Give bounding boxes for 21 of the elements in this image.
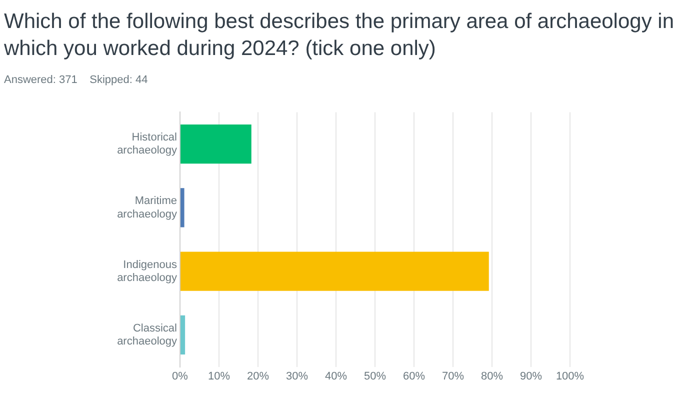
y-tick-label: Historical archaeology bbox=[117, 131, 178, 157]
x-tick-label: 100% bbox=[556, 370, 584, 382]
x-tick-label: 40% bbox=[324, 370, 348, 382]
bar bbox=[180, 315, 186, 355]
bar bbox=[180, 252, 489, 291]
x-tick-label: 20% bbox=[246, 370, 270, 382]
x-tick-label: 10% bbox=[208, 370, 230, 382]
x-tick-label: 50% bbox=[364, 370, 386, 382]
x-tick-label: 90% bbox=[520, 370, 542, 382]
y-tick-label: Maritime archaeology bbox=[117, 195, 178, 220]
bar bbox=[180, 188, 184, 228]
x-tick-label: 80% bbox=[480, 370, 504, 382]
chart-title: Which of the following best describes the primary area of archaeology in which you worked during 2024? (tick one only) bbox=[3, 9, 676, 62]
x-tick-label: 0% bbox=[172, 370, 188, 382]
x-tick-label: 70% bbox=[442, 370, 464, 382]
x-tick-label: 30% bbox=[286, 370, 308, 382]
text: Answered: 371 Skipped: 44 bbox=[3, 73, 149, 86]
y-tick-label: Classical archaeology bbox=[117, 322, 178, 348]
bar bbox=[180, 124, 252, 164]
y-tick-label: Indigenous archaeology bbox=[117, 258, 178, 284]
x-tick-label: 60% bbox=[402, 370, 426, 382]
